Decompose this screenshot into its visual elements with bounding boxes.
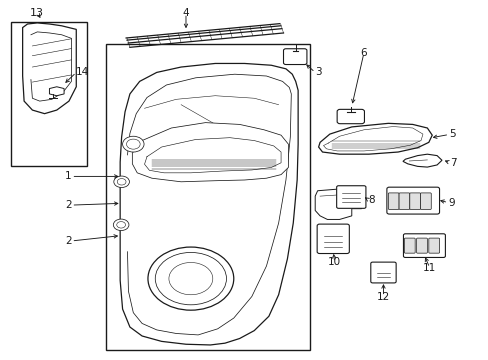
Polygon shape [49, 87, 64, 96]
Polygon shape [120, 63, 298, 345]
Polygon shape [318, 123, 431, 154]
Circle shape [155, 252, 226, 305]
Text: 12: 12 [376, 292, 389, 302]
Circle shape [114, 176, 129, 188]
Text: 7: 7 [449, 158, 456, 168]
FancyBboxPatch shape [317, 224, 348, 253]
FancyBboxPatch shape [386, 187, 439, 214]
FancyBboxPatch shape [336, 109, 364, 124]
Polygon shape [22, 23, 76, 114]
Circle shape [126, 139, 140, 149]
FancyBboxPatch shape [404, 238, 414, 253]
FancyBboxPatch shape [387, 193, 398, 210]
FancyBboxPatch shape [403, 234, 445, 257]
Text: 4: 4 [183, 8, 189, 18]
Circle shape [122, 136, 144, 152]
Text: 8: 8 [367, 195, 374, 205]
Text: 14: 14 [76, 67, 89, 77]
FancyBboxPatch shape [420, 193, 430, 210]
Circle shape [113, 219, 129, 230]
Text: 1: 1 [64, 171, 71, 181]
Text: 6: 6 [360, 48, 366, 58]
Circle shape [117, 222, 125, 228]
Circle shape [148, 247, 233, 310]
FancyBboxPatch shape [416, 238, 427, 253]
Bar [105, 44, 310, 350]
Text: 13: 13 [30, 8, 44, 18]
Bar [11, 22, 87, 166]
Text: 9: 9 [447, 198, 454, 208]
Circle shape [117, 179, 126, 185]
Polygon shape [315, 189, 361, 220]
Text: 3: 3 [315, 67, 321, 77]
FancyBboxPatch shape [409, 193, 420, 210]
FancyBboxPatch shape [428, 238, 439, 253]
Polygon shape [132, 123, 288, 182]
FancyBboxPatch shape [283, 49, 306, 64]
FancyBboxPatch shape [398, 193, 409, 210]
FancyBboxPatch shape [336, 186, 365, 208]
Text: 2: 2 [64, 236, 71, 246]
FancyBboxPatch shape [370, 262, 395, 283]
Text: 5: 5 [448, 130, 455, 139]
Circle shape [168, 262, 212, 295]
Text: 11: 11 [422, 263, 435, 273]
Text: 10: 10 [327, 257, 341, 267]
Text: 2: 2 [64, 200, 71, 210]
Polygon shape [402, 154, 441, 167]
